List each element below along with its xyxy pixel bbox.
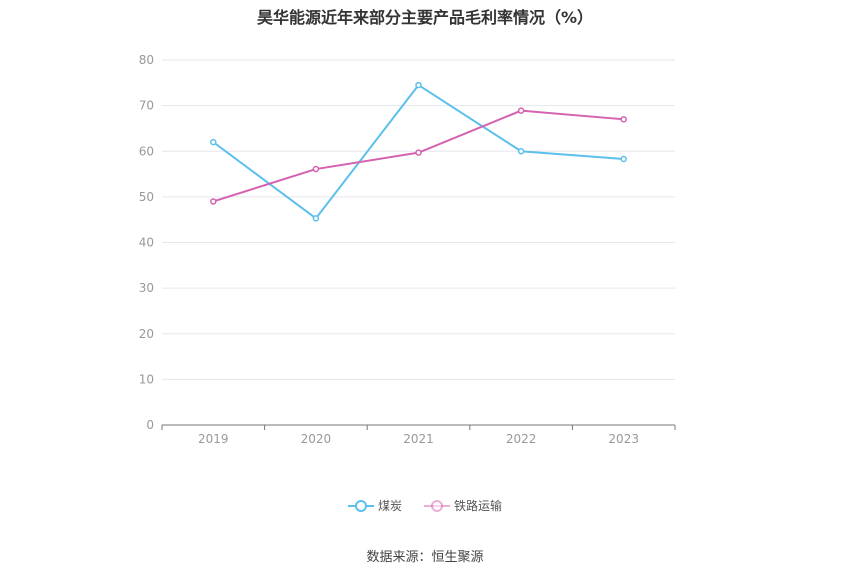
data-point-s1-2020: [312, 165, 320, 173]
data-point-s1-2021: [415, 149, 422, 156]
data-point-s0-2020: [312, 215, 320, 222]
y-tick-label-0: 0: [146, 418, 154, 432]
y-tick-label-80: 80: [139, 53, 154, 67]
data-point-s0-2019: [210, 138, 217, 146]
data-point-s0-2022: [517, 148, 525, 155]
legend-label-railway: 铁路运输: [454, 499, 503, 513]
x-tick-label-2023: 2023: [608, 432, 639, 446]
y-tick-label-10: 10: [139, 372, 154, 386]
y-tick-label-40: 40: [139, 236, 154, 250]
data-point-s0-2021: [415, 81, 422, 89]
data-point-s1-2019: [210, 198, 217, 205]
legend: 煤炭 铁路运输: [0, 497, 850, 514]
x-tick-label-2019: 2019: [198, 432, 229, 446]
data-source: 数据来源：恒生聚源: [366, 550, 484, 565]
chart-title: 昊华能源近年来部分主要产品毛利率情况（%）: [256, 8, 594, 27]
legend-item-railway[interactable]: 铁路运输: [424, 497, 502, 514]
data-point-s1-2022: [517, 107, 525, 114]
y-tick-label-60: 60: [139, 144, 154, 158]
legend-item-coal[interactable]: 煤炭: [347, 497, 402, 514]
data-point-s1-2023: [620, 116, 627, 123]
x-tick-label-2022: 2022: [506, 432, 537, 446]
x-tick-label-2021: 2021: [403, 432, 434, 446]
data-point-s0-2023: [620, 155, 627, 163]
line-chart: 0 10 20 30 40 50 60 70 80 2019 2020 2021 2022 2023: [139, 53, 676, 446]
railway-legend-marker: [424, 499, 450, 512]
y-tick-label-20: 20: [139, 327, 154, 341]
x-tick-label-2020: 2020: [301, 432, 332, 446]
coal-legend-marker: [347, 499, 374, 512]
y-tick-label-50: 50: [139, 190, 154, 204]
y-tick-label-30: 30: [139, 281, 154, 295]
y-tick-label-70: 70: [139, 99, 154, 113]
legend-label-coal: 煤炭: [377, 499, 402, 513]
